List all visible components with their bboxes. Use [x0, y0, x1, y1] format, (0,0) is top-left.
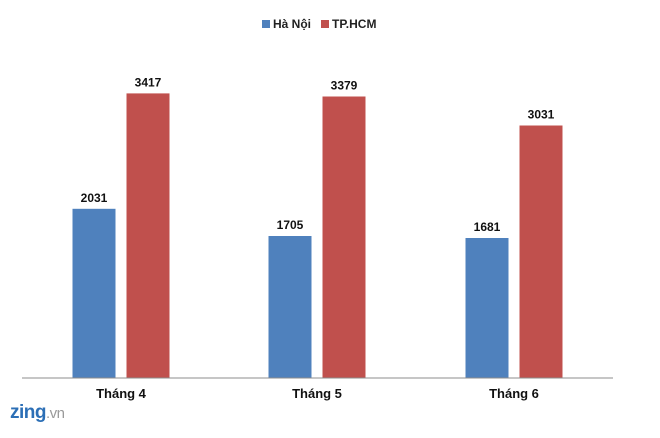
- data-label-hanoi-6: 1681: [474, 220, 501, 234]
- category-label: Tháng 4: [96, 386, 147, 401]
- bar-hcm-6: [519, 125, 563, 378]
- legend-label-hcm: TP.HCM: [332, 17, 376, 31]
- category-label: Tháng 6: [489, 386, 539, 401]
- bar-hanoi-4: [72, 208, 116, 378]
- data-label-hanoi-4: 2031: [81, 191, 108, 205]
- zing-logo: zing.vn: [10, 403, 65, 422]
- bar-hanoi-6: [465, 238, 509, 378]
- bar-hcm-5: [322, 96, 366, 378]
- data-label-hcm-4: 3417: [135, 75, 162, 89]
- legend-swatch-hanoi: [262, 20, 270, 28]
- bars: [72, 93, 563, 379]
- bar-hanoi-5: [268, 236, 312, 378]
- data-label-hcm-5: 3379: [331, 79, 358, 93]
- data-label-hcm-6: 3031: [528, 108, 555, 122]
- data-labels: 2031 3417 1705 3379 1681 3031: [81, 75, 555, 234]
- zing-logo-suffix: .vn: [46, 405, 65, 422]
- legend: Hà Nội TP.HCM: [262, 17, 376, 31]
- legend-swatch-hcm: [321, 20, 329, 28]
- category-label: Tháng 5: [292, 386, 342, 401]
- bar-hcm-4: [126, 93, 170, 379]
- legend-label-hanoi: Hà Nội: [273, 17, 311, 31]
- zing-logo-brand: zing: [10, 402, 47, 423]
- data-label-hanoi-5: 1705: [277, 218, 304, 232]
- category-labels: Tháng 4 Tháng 5 Tháng 6: [96, 386, 539, 401]
